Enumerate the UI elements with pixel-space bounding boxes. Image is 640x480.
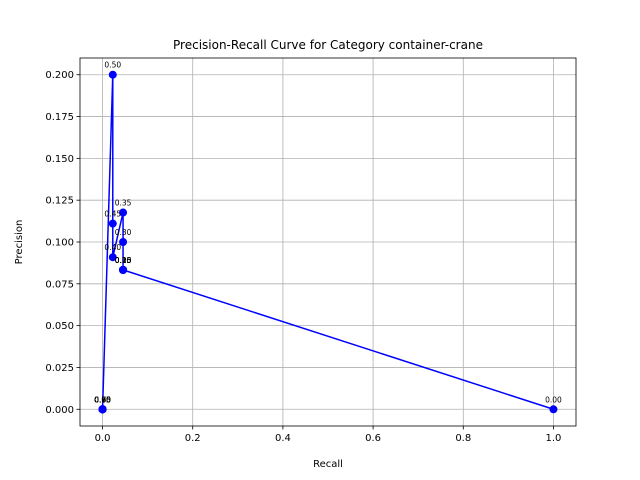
y-tick-label: 0.125 (45, 196, 74, 207)
x-tick-label: 0.0 (95, 433, 111, 444)
threshold-label: 0.25 (115, 256, 132, 265)
threshold-label: 0.30 (115, 228, 132, 237)
y-tick-label: 0.075 (45, 279, 74, 290)
threshold-label: 0.60 (94, 395, 111, 404)
data-point (108, 219, 117, 228)
threshold-label: 0.80 (94, 395, 111, 404)
data-point (119, 238, 128, 246)
y-tick-label: 0.050 (45, 321, 74, 332)
y-tick-label: 0.200 (45, 70, 74, 81)
marker-layer (98, 70, 558, 414)
grid-layer (80, 58, 576, 426)
threshold-label: 0.20 (115, 256, 132, 265)
threshold-label: 0.50 (104, 61, 121, 70)
threshold-label: 0.95 (94, 395, 111, 404)
threshold-label: 0.35 (115, 199, 132, 208)
threshold-label: 0.90 (94, 395, 111, 404)
y-tick-label: 0.175 (45, 112, 74, 123)
y-tick-label: 0.025 (45, 363, 74, 374)
x-tick-label: 0.6 (365, 433, 381, 444)
threshold-label: 0.05 (115, 256, 132, 265)
threshold-label: 0.15 (115, 256, 132, 265)
y-tick-layer: 0.000 0.025 0.050 0.075 0.100 0.125 0.150 0.175… (45, 70, 80, 416)
y-tick-label: 0.000 (45, 405, 74, 416)
data-point (108, 70, 117, 79)
point-label-layer: 0.950.900.850.800.750.700.650.600.55 0.50… (94, 61, 562, 405)
threshold-label: 0.70 (94, 395, 111, 404)
y-tick-label: 0.100 (45, 238, 74, 249)
data-point (108, 253, 117, 262)
y-axis-label: Precision (14, 220, 25, 265)
threshold-label: 0.55 (94, 395, 111, 404)
threshold-label: 0.40 (104, 243, 121, 252)
x-tick-label: 0.2 (185, 433, 201, 444)
threshold-label: 0.00 (545, 395, 562, 404)
threshold-label: 0.45 (104, 210, 121, 219)
data-point (119, 208, 128, 217)
x-tick-layer: 0.0 0.2 0.4 0.6 0.8 1.0 (95, 426, 562, 444)
x-tick-label: 0.8 (455, 433, 471, 444)
threshold-label: 0.65 (94, 395, 111, 404)
threshold-label: 0.85 (94, 395, 111, 404)
data-point (119, 265, 128, 274)
chart-title: Precision-Recall Curve for Category cont… (173, 38, 483, 52)
x-tick-label: 1.0 (546, 433, 562, 444)
threshold-label: 0.75 (94, 395, 111, 404)
pr-curve-line (101, 74, 554, 410)
data-point (98, 405, 107, 414)
y-tick-label: 0.150 (45, 154, 74, 165)
line-layer (101, 74, 554, 410)
x-axis-label: Recall (313, 459, 343, 470)
data-point (549, 405, 558, 414)
x-tick-label: 0.4 (275, 433, 291, 444)
threshold-label: 0.10 (115, 256, 132, 265)
